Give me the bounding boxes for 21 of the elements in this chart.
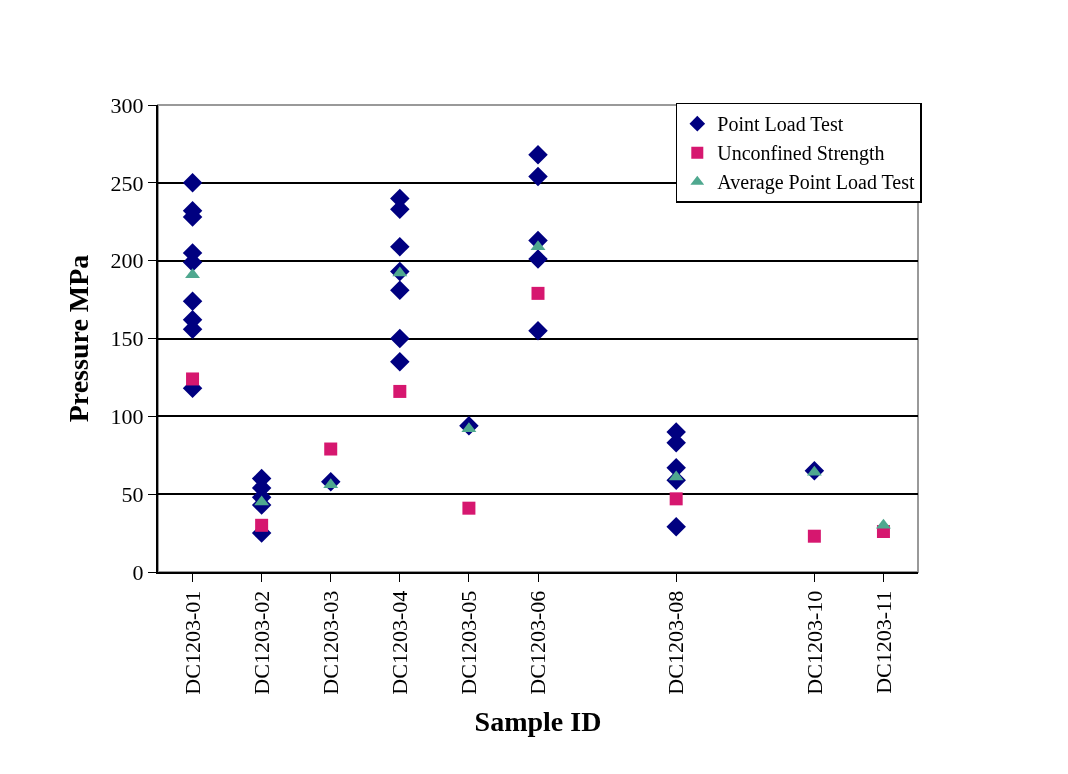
x-tick-label: DC1203-03 <box>317 590 343 695</box>
y-tick-label: 150 <box>110 326 144 352</box>
x-tick-label: DC1203-11 <box>870 590 896 694</box>
x-tick-label: DC1203-10 <box>801 590 827 695</box>
legend-label: Average Point Load Test <box>717 171 915 195</box>
x-tick-label: DC1203-05 <box>456 590 482 695</box>
y-tick-label: 0 <box>132 559 144 585</box>
x-tick-label: DC1203-01 <box>179 590 205 695</box>
y-tick-label: 100 <box>110 404 144 430</box>
x-tick-label: DC1203-08 <box>663 590 689 695</box>
legend-label: Unconfined Strength <box>717 142 885 166</box>
y-tick-label: 300 <box>110 92 144 118</box>
x-tick-label: DC1203-06 <box>525 590 551 695</box>
legend-label: Point Load Test <box>717 113 844 136</box>
x-axis-title: Sample ID <box>474 706 602 738</box>
y-tick-label: 50 <box>121 481 144 507</box>
y-tick-label: 250 <box>110 170 144 196</box>
x-tick-label: DC1203-04 <box>386 590 412 695</box>
y-tick-label: 200 <box>110 248 144 274</box>
y-axis-title: Pressure MPa <box>62 254 94 423</box>
x-tick-label: DC1203-02 <box>248 590 274 695</box>
